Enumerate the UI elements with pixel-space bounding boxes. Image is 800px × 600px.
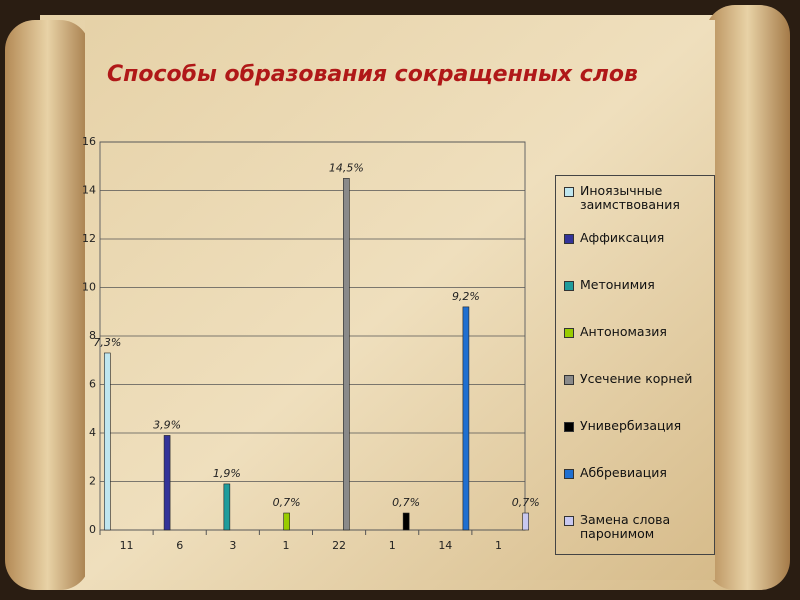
legend-label: Аббревиация [580,465,667,480]
legend-entry: Иноязычные заимствования [562,184,708,231]
legend-swatch [564,234,574,244]
y-tick-label: 8 [89,329,96,342]
scroll-sheet [85,20,715,580]
legend: Иноязычные заимствования Аффиксация Метони… [555,175,715,555]
bar [522,512,529,531]
legend-swatch [564,469,574,479]
x-tick-label: 1 [495,539,502,552]
x-tick-label: 14 [438,539,452,552]
y-tick-label: 2 [89,475,96,488]
legend-label: Замена слова паронимом [580,512,671,541]
legend-entry: Антономазия [562,325,708,372]
scroll-roll-left [5,20,90,590]
legend-swatch [564,375,574,385]
value-label: 1,9% [213,467,241,480]
bar [283,512,290,531]
legend-swatch [564,328,574,338]
bar [402,512,410,531]
legend-label: Аффиксация [580,230,665,245]
value-label: 14,5% [329,161,364,174]
x-tick-label: 22 [332,539,346,552]
legend-swatch [564,187,574,197]
legend-entry: Аффиксация [562,231,708,278]
bar [223,483,231,531]
legend-swatch [564,281,574,291]
x-tick-label: 11 [120,539,134,552]
legend-entry: Метонимия [562,278,708,325]
value-label: 9,2% [452,290,480,303]
x-tick-label: 3 [229,539,236,552]
y-tick-label: 12 [82,232,96,245]
value-label: 3,9% [153,418,181,431]
value-label: 0,7% [392,496,420,509]
bar [104,352,111,531]
x-tick-label: 1 [282,539,289,552]
y-tick-label: 4 [89,426,96,439]
bar [462,306,470,531]
legend-entry: Аббревиация [562,466,708,513]
value-label: 0,7% [512,496,540,509]
x-tick-label: 1 [389,539,396,552]
value-label: 7,3% [93,336,121,349]
y-tick-label: 10 [82,281,96,294]
chart-title: Способы образования сокращенных слов [107,62,638,87]
bar [343,178,350,531]
y-tick-label: 6 [89,378,96,391]
y-tick-label: 16 [82,135,96,148]
legend-entry: Усечение корней [562,372,708,419]
legend-label: Метонимия [580,277,655,292]
y-tick-label: 14 [82,184,96,197]
y-tick-label: 0 [89,523,96,536]
value-label: 0,7% [273,496,301,509]
x-tick-label: 6 [176,539,183,552]
legend-entry: Универбизация [562,419,708,466]
legend-swatch [564,516,574,526]
scroll-roll-right [705,5,790,590]
legend-swatch [564,422,574,432]
bar [163,435,171,531]
legend-label: Универбизация [580,418,682,433]
legend-entry: Замена слова паронимом [562,513,708,560]
legend-label: Иноязычные заимствования [580,183,680,212]
legend-label: Антономазия [580,324,667,339]
legend-label: Усечение корней [580,371,693,386]
